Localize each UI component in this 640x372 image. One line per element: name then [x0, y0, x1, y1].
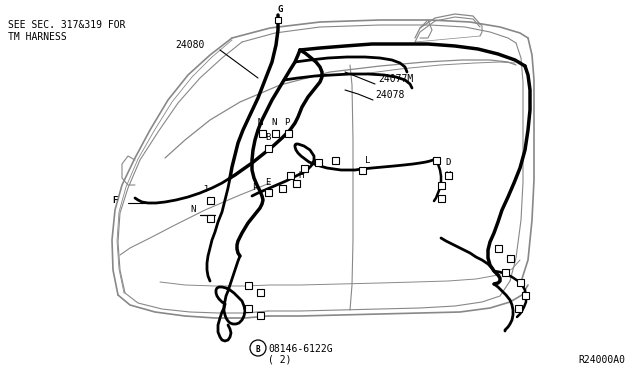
Text: TM HARNESS: TM HARNESS [8, 32, 67, 42]
Bar [358, 167, 365, 173]
Text: F: F [112, 196, 117, 205]
Bar [301, 164, 307, 171]
Bar [207, 196, 214, 203]
Text: 24080: 24080 [175, 40, 204, 50]
Bar [264, 144, 271, 151]
Bar [285, 129, 291, 137]
Bar [271, 129, 278, 137]
Bar [433, 157, 440, 164]
Bar [314, 158, 321, 166]
Bar [257, 311, 264, 318]
Bar [438, 182, 445, 189]
Text: N: N [190, 205, 195, 214]
Bar [264, 189, 271, 196]
Bar [515, 305, 522, 311]
Text: M: M [258, 118, 264, 127]
Bar [506, 254, 513, 262]
Bar [275, 17, 281, 23]
Text: P: P [252, 183, 257, 192]
Text: B: B [256, 344, 260, 353]
Bar [495, 244, 502, 251]
Bar [522, 292, 529, 298]
Bar [244, 282, 252, 289]
Text: J: J [202, 185, 207, 194]
Bar [292, 180, 300, 186]
Text: R24000A0: R24000A0 [578, 355, 625, 365]
Bar [257, 289, 264, 295]
Bar [278, 185, 285, 192]
Text: G: G [278, 5, 284, 14]
Bar [207, 215, 214, 221]
Bar [244, 305, 252, 311]
Bar [516, 279, 524, 285]
Text: P: P [284, 118, 289, 127]
Bar [287, 171, 294, 179]
Bar [445, 171, 451, 179]
Text: H: H [298, 171, 303, 180]
Text: E: E [265, 178, 270, 187]
Bar [438, 195, 445, 202]
Bar [259, 129, 266, 137]
Text: K: K [445, 171, 451, 180]
Bar [332, 157, 339, 164]
Text: ( 2): ( 2) [268, 355, 291, 365]
Text: 24078: 24078 [375, 90, 404, 100]
Text: SEE SEC. 317&319 FOR: SEE SEC. 317&319 FOR [8, 20, 125, 30]
Text: L: L [365, 156, 371, 165]
Text: 08146-6122G: 08146-6122G [268, 344, 333, 354]
Text: N: N [271, 118, 276, 127]
Text: B: B [265, 133, 270, 142]
Bar [502, 269, 509, 276]
Text: 24077M: 24077M [378, 74, 413, 84]
Text: D: D [445, 158, 451, 167]
